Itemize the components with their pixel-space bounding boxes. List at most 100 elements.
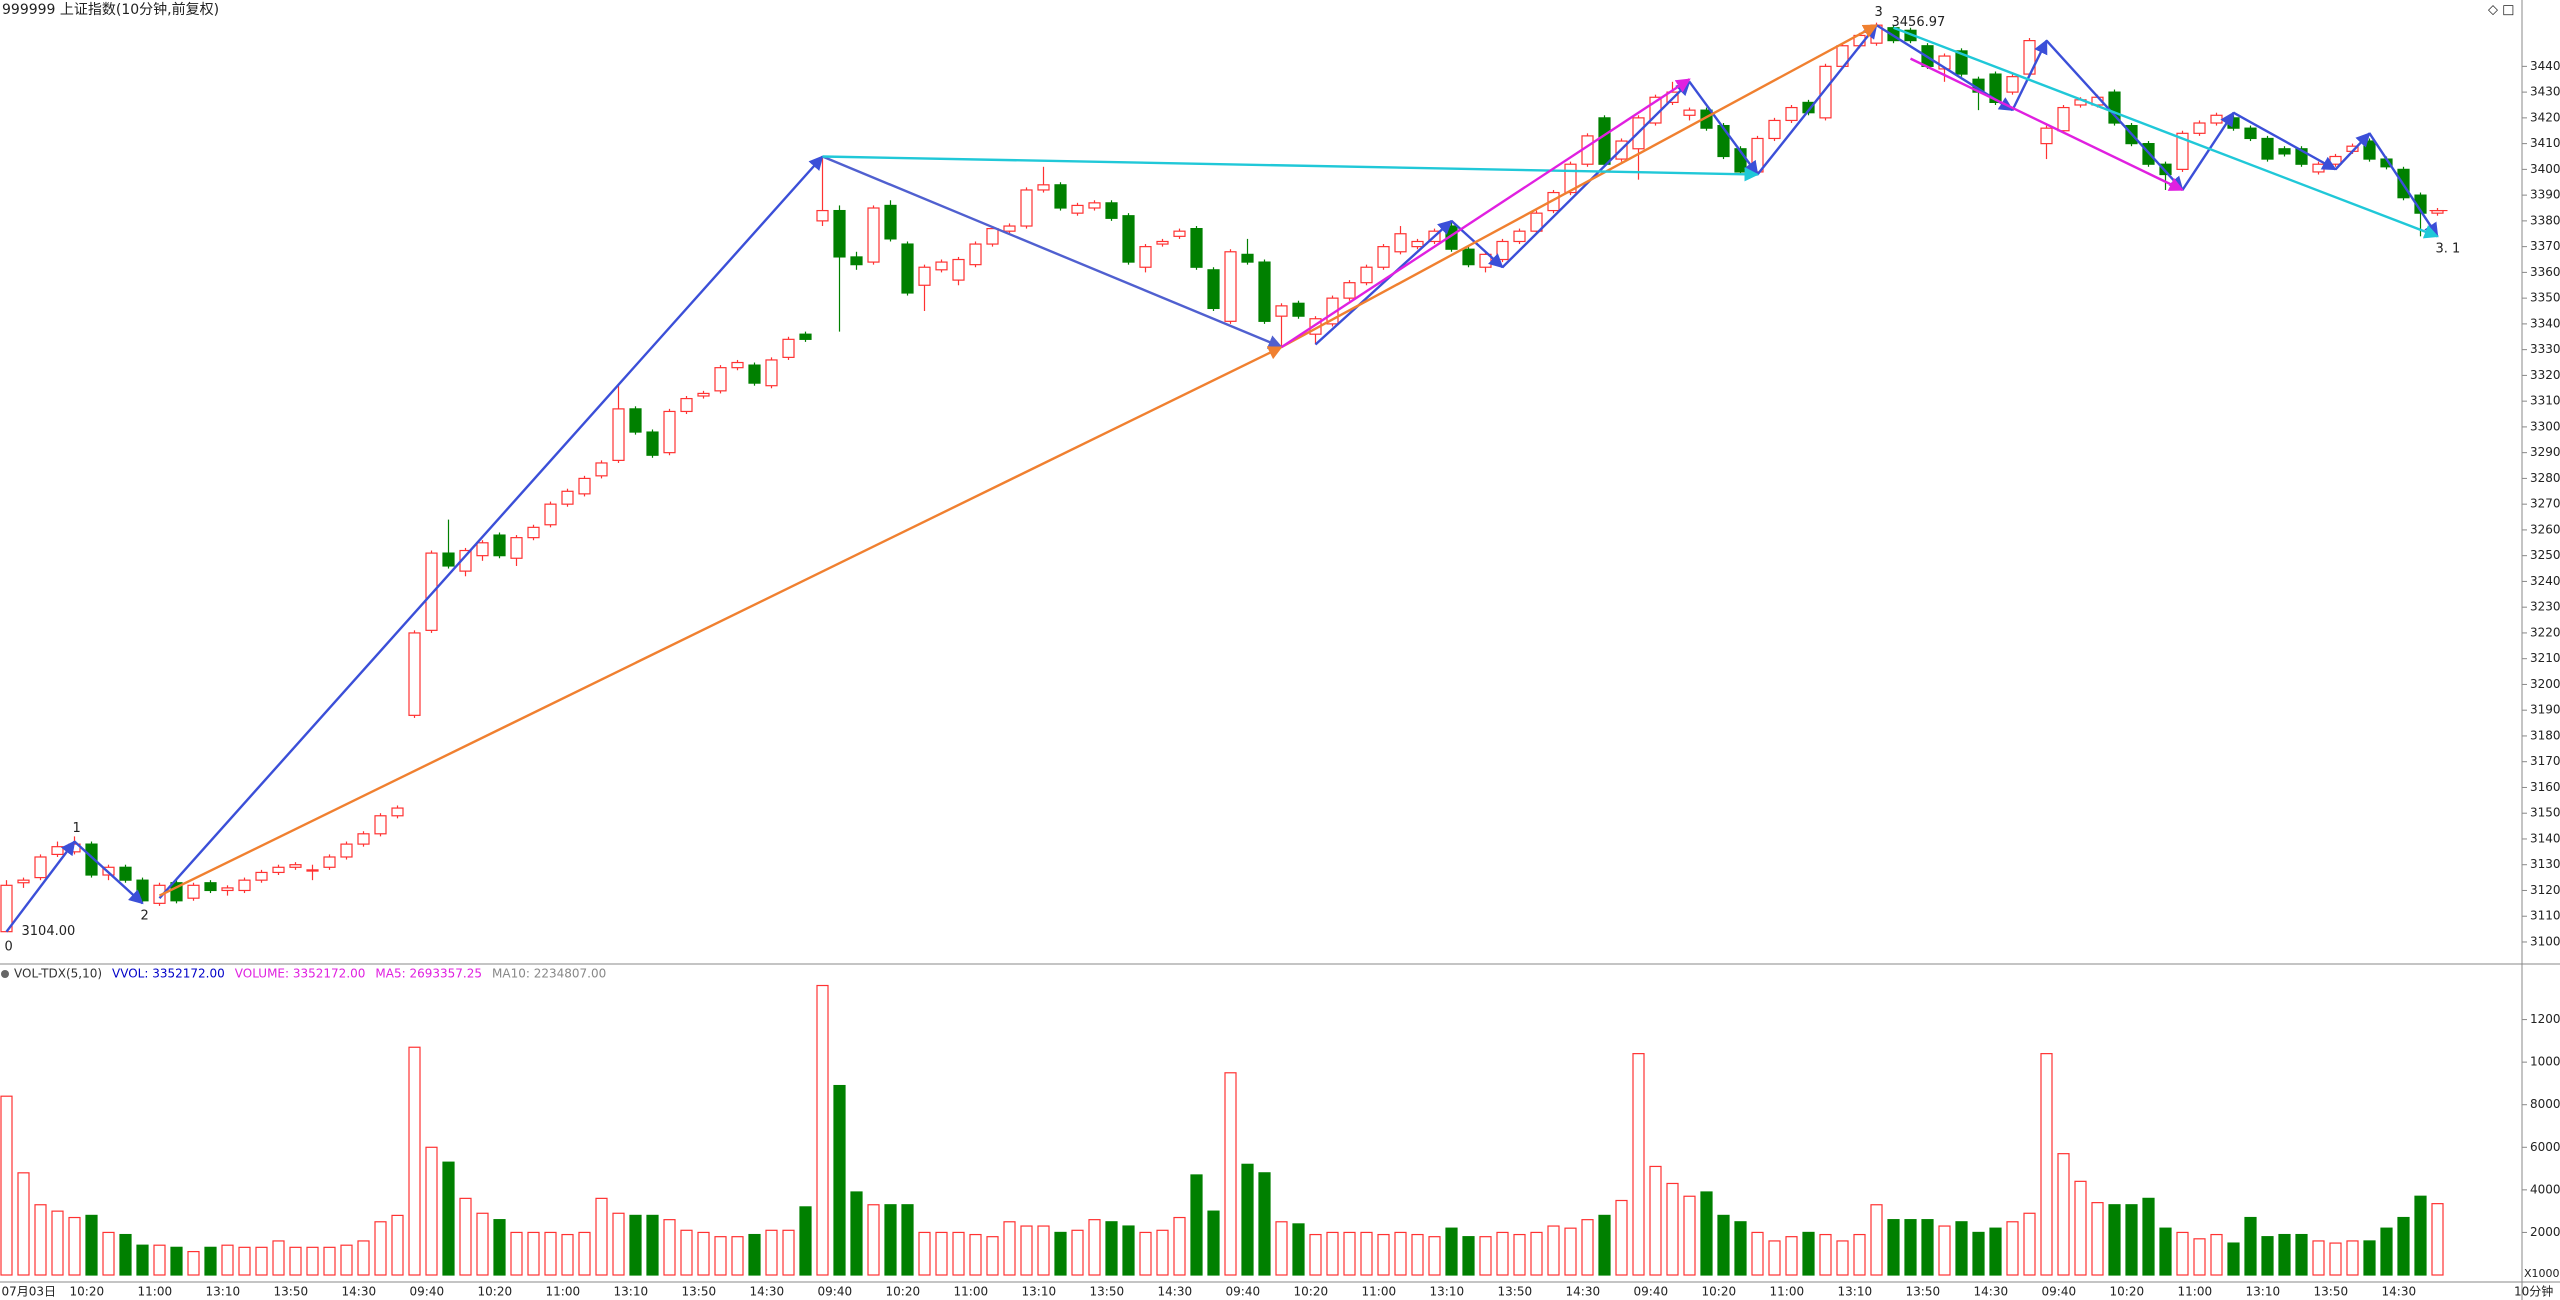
candle-body (2210, 114, 2223, 124)
x-tick-label: 13:50 (2314, 1285, 2349, 1299)
volume-bar (102, 1231, 115, 1276)
x-tick-label: 10:20 (1294, 1285, 1329, 1299)
volume-bar (544, 1231, 557, 1276)
candle-body (714, 367, 727, 392)
y-tick-label: 3230 (2530, 600, 2560, 614)
volume-bar (1275, 1221, 1288, 1276)
volume-y-tick-label: 10000 (2530, 1055, 2560, 1069)
volume-bar (374, 1221, 387, 1276)
volume-bar (1411, 1233, 1424, 1276)
volume-bar (68, 1216, 81, 1276)
y-tick-label: 3290 (2530, 445, 2560, 459)
volume-legend-entry: MA5: 2693357.25 (375, 967, 482, 981)
volume-bar (595, 1197, 608, 1276)
candle-body (2278, 148, 2291, 155)
volume-bar (646, 1214, 659, 1276)
volume-bar (1836, 1240, 1849, 1276)
y-tick-label: 3160 (2530, 780, 2560, 794)
candle-body (1955, 50, 1968, 75)
volume-y-tick-label: 6000 (2530, 1140, 2560, 1154)
candle-body (663, 410, 676, 454)
volume-bar (1122, 1225, 1135, 1276)
y-tick-label: 3340 (2530, 316, 2560, 330)
x-tick-label: 11:00 (138, 1285, 173, 1299)
volume-bar (1445, 1227, 1458, 1276)
candle-body (901, 243, 914, 294)
candle-body (221, 887, 234, 892)
volume-bar (2414, 1195, 2427, 1276)
volume-bar (799, 1206, 812, 1276)
volume-bar (1768, 1240, 1781, 1276)
volume-bar (1428, 1236, 1441, 1276)
volume-bar (2278, 1233, 2291, 1276)
candle-body (1360, 266, 1373, 284)
volume-bar (629, 1214, 642, 1276)
volume-bar (2074, 1180, 2087, 1276)
volume-bar (527, 1231, 540, 1276)
x-tick-label: 14:30 (1974, 1285, 2009, 1299)
volume-bar (1734, 1221, 1747, 1276)
volume-bar (2431, 1203, 2444, 1276)
volume-bar (952, 1231, 965, 1276)
candle-body (2312, 163, 2325, 173)
candle-body (561, 490, 574, 505)
trend-line (1501, 80, 1691, 269)
volume-bar (748, 1233, 761, 1276)
volume-bar (612, 1212, 625, 1276)
candle-body (272, 866, 285, 874)
y-tick-label: 3190 (2530, 703, 2560, 717)
volume-bar (1258, 1172, 1271, 1276)
x-tick-label: 11:00 (1770, 1285, 1805, 1299)
volume-bar (153, 1244, 166, 1276)
trend-line (822, 155, 1283, 349)
y-tick-label: 3130 (2530, 857, 2560, 871)
volume-bar (2142, 1197, 2155, 1276)
volume-bar (1853, 1233, 1866, 1276)
volume-bar (2159, 1227, 2172, 1276)
y-tick-label: 3250 (2530, 548, 2560, 562)
x-tick-label: 10:20 (478, 1285, 513, 1299)
volume-bar (17, 1172, 30, 1276)
x-tick-label: 14:30 (750, 1285, 785, 1299)
volume-bar (1309, 1233, 1322, 1276)
candle-body (1598, 117, 1611, 165)
trend-line (5, 840, 76, 933)
y-tick-label: 3310 (2530, 394, 2560, 408)
volume-bar (1751, 1231, 1764, 1276)
volume-bar (51, 1210, 64, 1276)
volume-bar (2227, 1242, 2240, 1276)
x-tick-label: 13:50 (1906, 1285, 1941, 1299)
candle-body (1173, 230, 1186, 237)
y-tick-label: 3140 (2530, 831, 2560, 845)
x-tick-label: 09:40 (1226, 1285, 1261, 1299)
y-tick-label: 3420 (2530, 110, 2560, 124)
volume-bar (1326, 1231, 1339, 1276)
volume-bar (1360, 1231, 1373, 1276)
volume-bar (816, 984, 829, 1276)
candle-body (680, 397, 693, 413)
volume-bar (1785, 1236, 1798, 1276)
trend-line (2011, 39, 2048, 111)
candle-body (408, 632, 421, 716)
candle-body (1122, 215, 1135, 263)
x-tick-label: 11:00 (1362, 1285, 1397, 1299)
y-tick-label: 3150 (2530, 806, 2560, 820)
window-icons[interactable]: ◇ □ (2488, 3, 2514, 18)
candle-body (493, 534, 506, 557)
candle-body (1394, 233, 1407, 253)
volume-bar (34, 1204, 47, 1276)
y-tick-label: 3390 (2530, 188, 2560, 202)
x-tick-label: 11:00 (2178, 1285, 2213, 1299)
volume-bar (1717, 1214, 1730, 1276)
candle-body (2006, 76, 2019, 93)
volume-bar (2380, 1227, 2393, 1276)
volume-bar (187, 1250, 200, 1276)
candle-body (1275, 305, 1288, 317)
trend-line (1893, 26, 2439, 239)
volume-bar (2040, 1053, 2053, 1276)
candle-body (170, 882, 183, 902)
candle-body (1190, 228, 1203, 268)
volume-bar (2244, 1216, 2257, 1276)
candle-body (289, 864, 302, 868)
volume-bar (340, 1244, 353, 1276)
